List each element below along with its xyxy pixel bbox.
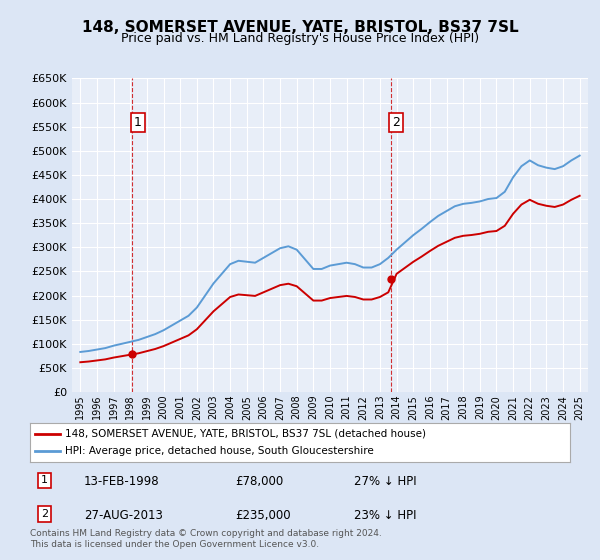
Text: £78,000: £78,000 (235, 475, 283, 488)
Text: 2: 2 (41, 509, 48, 519)
Text: 13-FEB-1998: 13-FEB-1998 (84, 475, 160, 488)
Text: Price paid vs. HM Land Registry's House Price Index (HPI): Price paid vs. HM Land Registry's House … (121, 32, 479, 45)
Text: 23% ↓ HPI: 23% ↓ HPI (354, 509, 416, 522)
Text: Contains HM Land Registry data © Crown copyright and database right 2024.
This d: Contains HM Land Registry data © Crown c… (30, 529, 382, 549)
Text: 148, SOMERSET AVENUE, YATE, BRISTOL, BS37 7SL: 148, SOMERSET AVENUE, YATE, BRISTOL, BS3… (82, 20, 518, 35)
Text: HPI: Average price, detached house, South Gloucestershire: HPI: Average price, detached house, Sout… (65, 446, 374, 456)
Text: 27% ↓ HPI: 27% ↓ HPI (354, 475, 416, 488)
Text: 1: 1 (134, 116, 142, 129)
Text: £235,000: £235,000 (235, 509, 291, 522)
Text: 2: 2 (392, 116, 400, 129)
Text: 27-AUG-2013: 27-AUG-2013 (84, 509, 163, 522)
Text: 148, SOMERSET AVENUE, YATE, BRISTOL, BS37 7SL (detached house): 148, SOMERSET AVENUE, YATE, BRISTOL, BS3… (65, 429, 426, 439)
Text: 1: 1 (41, 475, 48, 486)
